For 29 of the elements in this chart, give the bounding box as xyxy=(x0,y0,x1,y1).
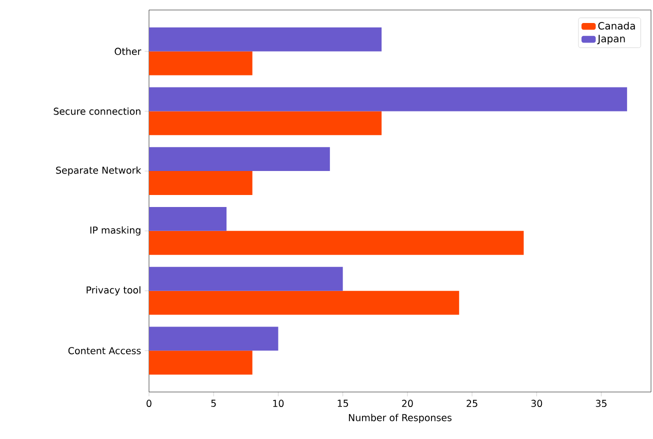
legend-label: Japan xyxy=(597,34,625,44)
x-tick-label: 15 xyxy=(338,400,348,407)
bar xyxy=(149,350,252,375)
bar xyxy=(149,266,343,291)
bar xyxy=(149,147,330,172)
x-tick-label: 10 xyxy=(273,400,284,407)
bar xyxy=(149,290,460,315)
y-tick-label: IP masking xyxy=(90,226,140,236)
bar xyxy=(149,111,382,136)
y-tick-label: Separate Network xyxy=(56,166,142,176)
x-tick-label: 20 xyxy=(402,400,413,407)
bar xyxy=(149,87,628,112)
bar xyxy=(149,206,227,231)
y-tick-label: Other xyxy=(114,48,142,55)
x-axis-title: Number of Responses xyxy=(348,414,452,424)
bar xyxy=(149,230,524,255)
bar xyxy=(149,51,252,76)
legend-label: Canada xyxy=(598,22,635,30)
bar xyxy=(149,171,252,196)
x-tick-label: 5 xyxy=(211,400,216,407)
bar xyxy=(149,326,278,351)
x-tick-label: 30 xyxy=(531,400,542,407)
y-tick-label: Content Access xyxy=(68,347,141,354)
x-tick-label: 0 xyxy=(146,400,152,407)
x-tick-label: 35 xyxy=(596,400,606,407)
bar xyxy=(149,27,382,52)
y-tick-label: Privacy tool xyxy=(86,286,140,296)
y-tick-label: Secure connection xyxy=(54,108,140,115)
x-tick-label: 25 xyxy=(466,400,478,407)
